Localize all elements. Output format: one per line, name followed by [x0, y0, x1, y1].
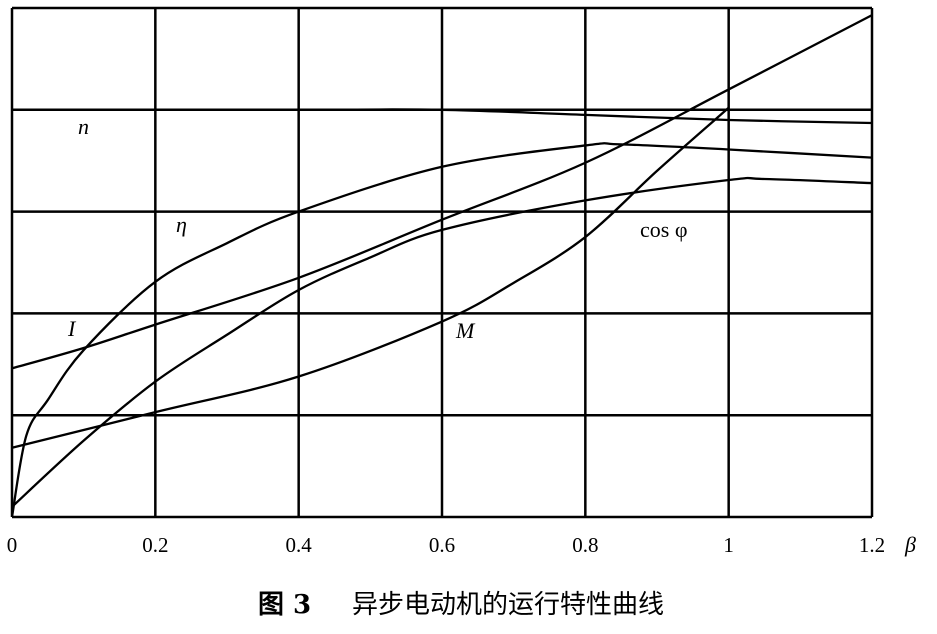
series-curve-M: [11, 106, 730, 449]
series-label-i: I: [67, 316, 77, 341]
curves: [10, 14, 873, 518]
grid: [10, 6, 874, 519]
x-axis-label: β: [904, 532, 916, 557]
x-tick-label: 0: [7, 533, 18, 557]
x-tick-label: 1: [723, 533, 734, 557]
figure-caption: 异步电动机的运行特性曲线: [352, 590, 664, 620]
series-curve-cosφ: [11, 176, 873, 508]
series-curve-n: [12, 108, 873, 125]
x-tick-label: 0.8: [572, 533, 598, 557]
x-tick-label: 0.2: [142, 533, 168, 557]
series-label-n: n: [78, 114, 89, 139]
series-label-m: M: [455, 318, 476, 343]
series-label-eta: η: [176, 212, 187, 237]
x-tick-labels: 0 0.2 0.4 0.6 0.8 1 1.2: [7, 533, 885, 557]
x-tick-label: 1.2: [859, 533, 885, 557]
x-tick-label: 0.6: [429, 533, 455, 557]
series-curve-I: [11, 14, 873, 370]
series-curve-η: [10, 142, 873, 518]
x-tick-label: 0.4: [286, 533, 313, 557]
figure-number: 图 3: [258, 590, 311, 620]
series-label-cosphi: cos φ: [640, 217, 688, 242]
